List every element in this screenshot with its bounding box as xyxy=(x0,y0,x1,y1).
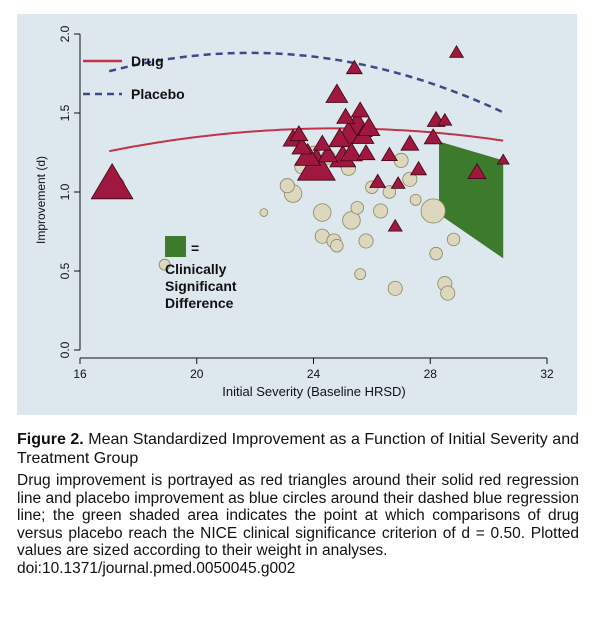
drug-point xyxy=(409,160,428,176)
placebo-point xyxy=(440,285,456,301)
drug-point xyxy=(325,83,349,103)
drug-point xyxy=(336,107,356,124)
figure-caption: Figure 2. Mean Standardized Improvement … xyxy=(17,430,579,578)
figure-panel: 16 20 24 28 32 0.0 0.5 1.0 1.5 2.0 Drug Placebo =… xyxy=(17,14,577,415)
y-tick-label: 0.0 xyxy=(58,341,72,358)
placebo-point xyxy=(279,178,295,194)
significance-key-equals: = xyxy=(191,240,199,256)
placebo-point xyxy=(420,198,446,224)
placebo-point xyxy=(158,258,171,271)
caption-title: Figure 2. Mean Standardized Improvement … xyxy=(17,430,579,468)
y-tick-label: 0.5 xyxy=(58,262,72,279)
drug-point xyxy=(448,45,465,58)
y-tick-label: 1.5 xyxy=(58,104,72,121)
x-tick-label: 20 xyxy=(190,367,204,381)
placebo-point xyxy=(313,203,332,222)
placebo-point xyxy=(259,208,269,217)
placebo-regression-line xyxy=(108,51,504,114)
x-tick-label: 28 xyxy=(424,367,438,381)
drug-point xyxy=(312,134,332,151)
y-tick-label: 2.0 xyxy=(58,25,72,42)
drug-point xyxy=(437,112,453,126)
x-tick-label: 32 xyxy=(540,367,554,381)
placebo-point xyxy=(358,233,374,249)
significance-label-line-2: Significant xyxy=(165,278,237,294)
y-axis-title: Improvement (d) xyxy=(34,156,48,244)
legend-placebo-label: Placebo xyxy=(131,86,185,102)
drug-point xyxy=(467,162,487,180)
placebo-point xyxy=(342,211,361,230)
placebo-point xyxy=(446,232,461,247)
placebo-point xyxy=(429,246,443,261)
significance-label-line-1: Clinically xyxy=(165,261,227,277)
significance-key-swatch xyxy=(165,236,186,257)
drug-point xyxy=(380,146,398,162)
placebo-point xyxy=(409,193,422,206)
placebo-point xyxy=(382,185,397,199)
drug-point xyxy=(350,101,370,118)
caption-title-text: Mean Standardized Improvement as a Funct… xyxy=(17,431,580,467)
drug-point xyxy=(390,176,406,189)
drug-point xyxy=(423,128,443,145)
caption-doi: doi:10.1371/journal.pmed.0050045.g002 xyxy=(17,559,296,577)
drug-point xyxy=(387,218,403,232)
drug-point xyxy=(328,127,352,148)
drug-regression-line xyxy=(109,127,504,153)
drug-point xyxy=(357,116,381,136)
drug-point xyxy=(294,142,322,166)
drug-point xyxy=(289,125,309,142)
drug-point xyxy=(496,153,510,165)
drug-point xyxy=(345,59,363,75)
drug-point xyxy=(369,173,387,188)
caption-body: Drug improvement is portrayed as red tri… xyxy=(17,472,579,560)
placebo-point xyxy=(402,171,418,187)
placebo-point xyxy=(330,239,344,253)
drug-point xyxy=(317,144,339,163)
x-tick-label: 24 xyxy=(307,367,321,381)
x-tick-label: 16 xyxy=(73,367,87,381)
placebo-point xyxy=(387,280,403,296)
drug-point xyxy=(356,144,376,161)
figure-label: Figure 2. xyxy=(17,431,84,448)
drug-point xyxy=(400,134,420,151)
drug-point xyxy=(339,141,364,162)
placebo-point xyxy=(350,201,364,215)
legend-drug-label: Drug xyxy=(131,53,164,69)
significance-region xyxy=(439,141,504,259)
y-tick-label: 1.0 xyxy=(58,183,72,200)
placebo-point xyxy=(354,268,367,281)
placebo-point xyxy=(373,203,389,219)
drug-point xyxy=(90,163,134,200)
drug-point xyxy=(291,136,313,155)
significance-label-line-3: Difference xyxy=(165,295,234,311)
x-axis-title: Initial Severity (Baseline HRSD) xyxy=(222,384,406,399)
scatter-chart: 16 20 24 28 32 0.0 0.5 1.0 1.5 2.0 Drug Placebo =… xyxy=(17,14,577,415)
